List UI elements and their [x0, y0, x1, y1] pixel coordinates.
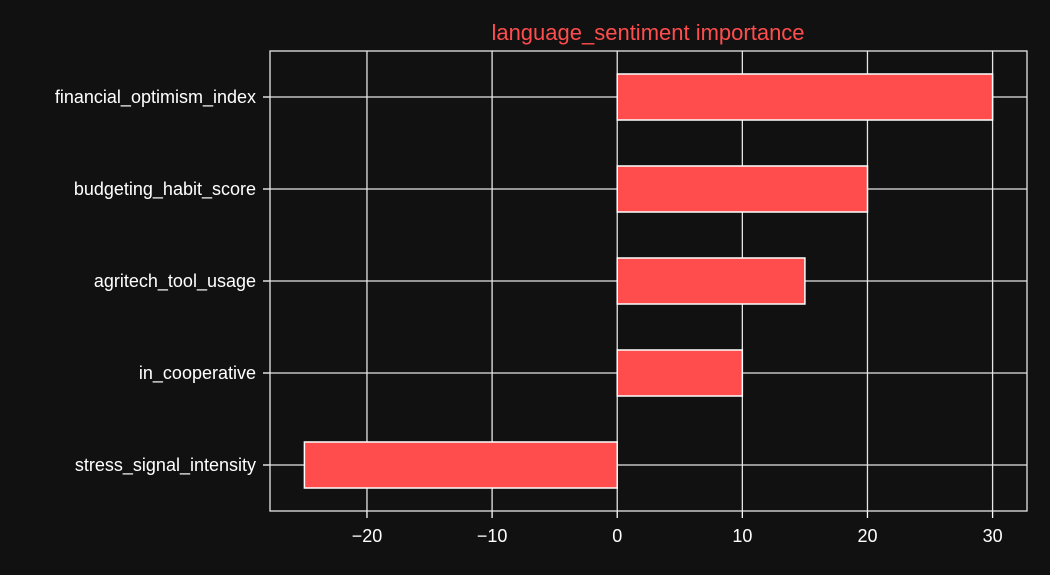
- bar-agritech-tool-usage: [616, 257, 806, 305]
- x-tick-label: −10: [477, 526, 508, 546]
- x-tick-label: 0: [612, 526, 622, 546]
- y-tick-label: in_cooperative: [139, 363, 256, 384]
- bar-financial-optimism-index: [616, 73, 994, 121]
- y-tick-label: stress_signal_intensity: [75, 455, 256, 476]
- y-tick-label: agritech_tool_usage: [94, 271, 256, 292]
- x-tick-label: 10: [732, 526, 752, 546]
- y-tick-label: budgeting_habit_score: [74, 179, 256, 200]
- bar-in-cooperative: [616, 349, 744, 397]
- y-tick-label: financial_optimism_index: [55, 87, 256, 108]
- x-tick-label: −20: [352, 526, 383, 546]
- chart-title: language_sentiment importance: [491, 20, 804, 45]
- x-tick-label: 30: [983, 526, 1003, 546]
- x-tick-label: 20: [857, 526, 877, 546]
- plot-frame: [269, 50, 1028, 512]
- bar-layer: [303, 73, 994, 489]
- bar-stress-signal-intensity: [303, 441, 618, 489]
- axis-layer: [263, 50, 1028, 518]
- label-layer: −20 −10 0 10 20 30 financial_optimism_indexbud…: [55, 87, 1003, 546]
- bar-budgeting-habit-score: [616, 165, 869, 213]
